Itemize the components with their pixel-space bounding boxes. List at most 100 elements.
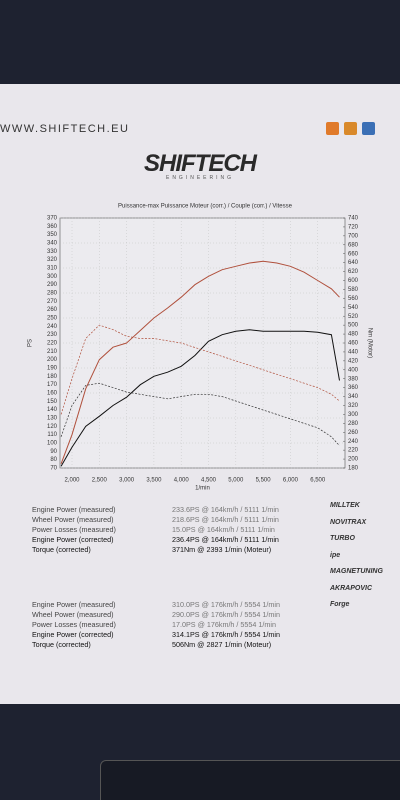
y-tick-label: 170 — [47, 382, 58, 388]
x-tick-label: 6,000 — [283, 478, 299, 484]
y-tick-label: 240 — [47, 324, 58, 330]
result-row: Engine Power (corrected) 236.4PS @ 164km/… — [32, 535, 279, 545]
brand-logo: NOVITRAX — [330, 518, 367, 526]
url: WWW.SHIFTECH.EU — [0, 123, 130, 135]
y2-tick-label: 740 — [348, 216, 359, 222]
y2-tick-label: 660 — [348, 251, 359, 257]
y2-tick-label: 520 — [348, 314, 359, 320]
y2-tick-label: 180 — [348, 466, 359, 472]
result-value: 310.0PS @ 176km/h / 5554 1/min — [172, 600, 280, 609]
result-label: Wheel Power (measured) — [32, 515, 114, 524]
result-label: Engine Power (corrected) — [32, 535, 114, 544]
y2-tick-label: 640 — [348, 260, 359, 266]
y-axis-label: PS — [28, 339, 34, 347]
y-tick-label: 330 — [47, 249, 58, 255]
series-line — [60, 260, 340, 464]
result-value: 506Nm @ 2827 1/min (Moteur) — [172, 640, 272, 649]
brand-logo: Forge — [330, 601, 350, 608]
y2-tick-label: 260 — [348, 430, 359, 436]
x-tick-label: 5,000 — [228, 478, 244, 484]
result-label: Torque (corrected) — [32, 640, 91, 649]
result-row: Wheel Power (measured) 218.6PS @ 164km/h … — [32, 515, 279, 525]
result-row: Engine Power (measured) 233.6PS @ 164km/h… — [32, 505, 279, 515]
y2-tick-label: 540 — [348, 305, 359, 311]
y2-axis-label: Nm (Motor) — [366, 328, 372, 358]
logo: SHIFTECH — [144, 150, 257, 177]
result-label: Engine Power (measured) — [32, 505, 116, 514]
y2-tick-label: 600 — [348, 278, 359, 284]
y-tick-label: 90 — [50, 449, 57, 455]
social-icons — [326, 122, 380, 140]
y-tick-label: 230 — [47, 332, 58, 338]
y2-tick-label: 200 — [348, 457, 359, 463]
result-row: Engine Power (measured) 310.0PS @ 176km/h… — [32, 600, 280, 610]
y-tick-label: 270 — [47, 299, 58, 305]
y-tick-label: 300 — [47, 274, 58, 280]
brand-logo: AKRAPOVIC — [330, 584, 373, 592]
y2-tick-label: 440 — [348, 350, 359, 356]
y2-tick-label: 420 — [348, 358, 359, 364]
result-row: Wheel Power (measured) 290.0PS @ 176km/h … — [32, 610, 280, 620]
y2-tick-label: 620 — [348, 269, 359, 275]
y-tick-label: 140 — [47, 407, 58, 413]
x-tick-label: 5,500 — [256, 478, 272, 484]
result-row: Power Losses (measured) 17.0PS @ 176km/h … — [32, 620, 280, 630]
result-value: 17.0PS @ 176km/h / 5554 1/min — [172, 620, 276, 629]
y2-tick-label: 480 — [348, 332, 359, 338]
x-axis-label: 1/min — [195, 486, 210, 492]
y-tick-label: 350 — [47, 232, 58, 238]
y-tick-label: 150 — [47, 399, 58, 405]
device — [100, 760, 400, 800]
series-line — [60, 324, 340, 415]
y-tick-label: 80 — [50, 457, 57, 463]
brand-logo: ipe — [330, 551, 341, 559]
result-label: Engine Power (measured) — [32, 600, 116, 609]
y2-tick-label: 360 — [348, 385, 359, 391]
result-value: 233.6PS @ 164km/h / 5111 1/min — [172, 505, 279, 514]
brands: MILLTEK NOVITRAX TURBO ipe MAGNETUNING AKRAPO… — [330, 502, 400, 618]
x-tick-label: 3,500 — [146, 478, 162, 484]
y2-tick-label: 500 — [348, 323, 359, 329]
result-value: 290.0PS @ 176km/h / 5554 1/min — [172, 610, 280, 619]
result-label: Power Losses (measured) — [32, 525, 116, 534]
y-tick-label: 120 — [47, 424, 58, 430]
y-tick-label: 210 — [47, 349, 58, 355]
y-tick-label: 320 — [47, 257, 58, 263]
y2-tick-label: 560 — [348, 296, 359, 302]
y-tick-label: 250 — [47, 316, 58, 322]
y-tick-label: 70 — [50, 466, 57, 472]
result-row: Torque (corrected) 506Nm @ 2827 1/min (Mo… — [32, 640, 280, 650]
y2-tick-label: 380 — [348, 376, 359, 382]
y-tick-label: 160 — [47, 391, 58, 397]
y2-tick-label: 320 — [348, 403, 359, 409]
result-value: 371Nm @ 2393 1/min (Moteur) — [172, 545, 272, 554]
logo-subtitle: ENGINEERING — [165, 175, 234, 181]
y-tick-label: 260 — [47, 307, 58, 313]
y2-tick-label: 720 — [348, 225, 359, 231]
x-tick-label: 2,000 — [65, 478, 81, 484]
y-tick-label: 310 — [47, 266, 58, 272]
chart-title: Puissance-max Puissance Moteur (corr.) /… — [118, 204, 293, 210]
result-row: Torque (corrected) 371Nm @ 2393 1/min (Mo… — [32, 545, 279, 555]
x-tick-label: 4,500 — [201, 478, 217, 484]
result-row: Power Losses (measured) 15.0PS @ 164km/h … — [32, 525, 279, 535]
result-label: Wheel Power (measured) — [32, 610, 114, 619]
y2-tick-label: 580 — [348, 287, 359, 293]
y-tick-label: 220 — [47, 341, 58, 347]
x-tick-label: 2,500 — [92, 478, 108, 484]
result-value: 314.1PS @ 176km/h / 5554 1/min — [172, 630, 280, 639]
chart: Puissance-max Puissance Moteur (corr.) /… — [28, 204, 373, 492]
x-tick-label: 3,000 — [119, 478, 135, 484]
y-tick-label: 280 — [47, 291, 58, 297]
y-tick-label: 130 — [47, 416, 58, 422]
result-value: 236.4PS @ 164km/h / 5111 1/min — [172, 535, 279, 544]
y-tick-label: 370 — [47, 216, 58, 222]
y-tick-label: 110 — [47, 432, 57, 438]
y2-tick-label: 340 — [348, 394, 359, 400]
y2-tick-label: 400 — [348, 367, 359, 373]
x-tick-label: 4,000 — [174, 478, 190, 484]
y-tick-label: 360 — [47, 224, 58, 230]
series-line — [60, 329, 340, 467]
results-stock: Engine Power (measured) 233.6PS @ 164km/h… — [32, 505, 279, 555]
